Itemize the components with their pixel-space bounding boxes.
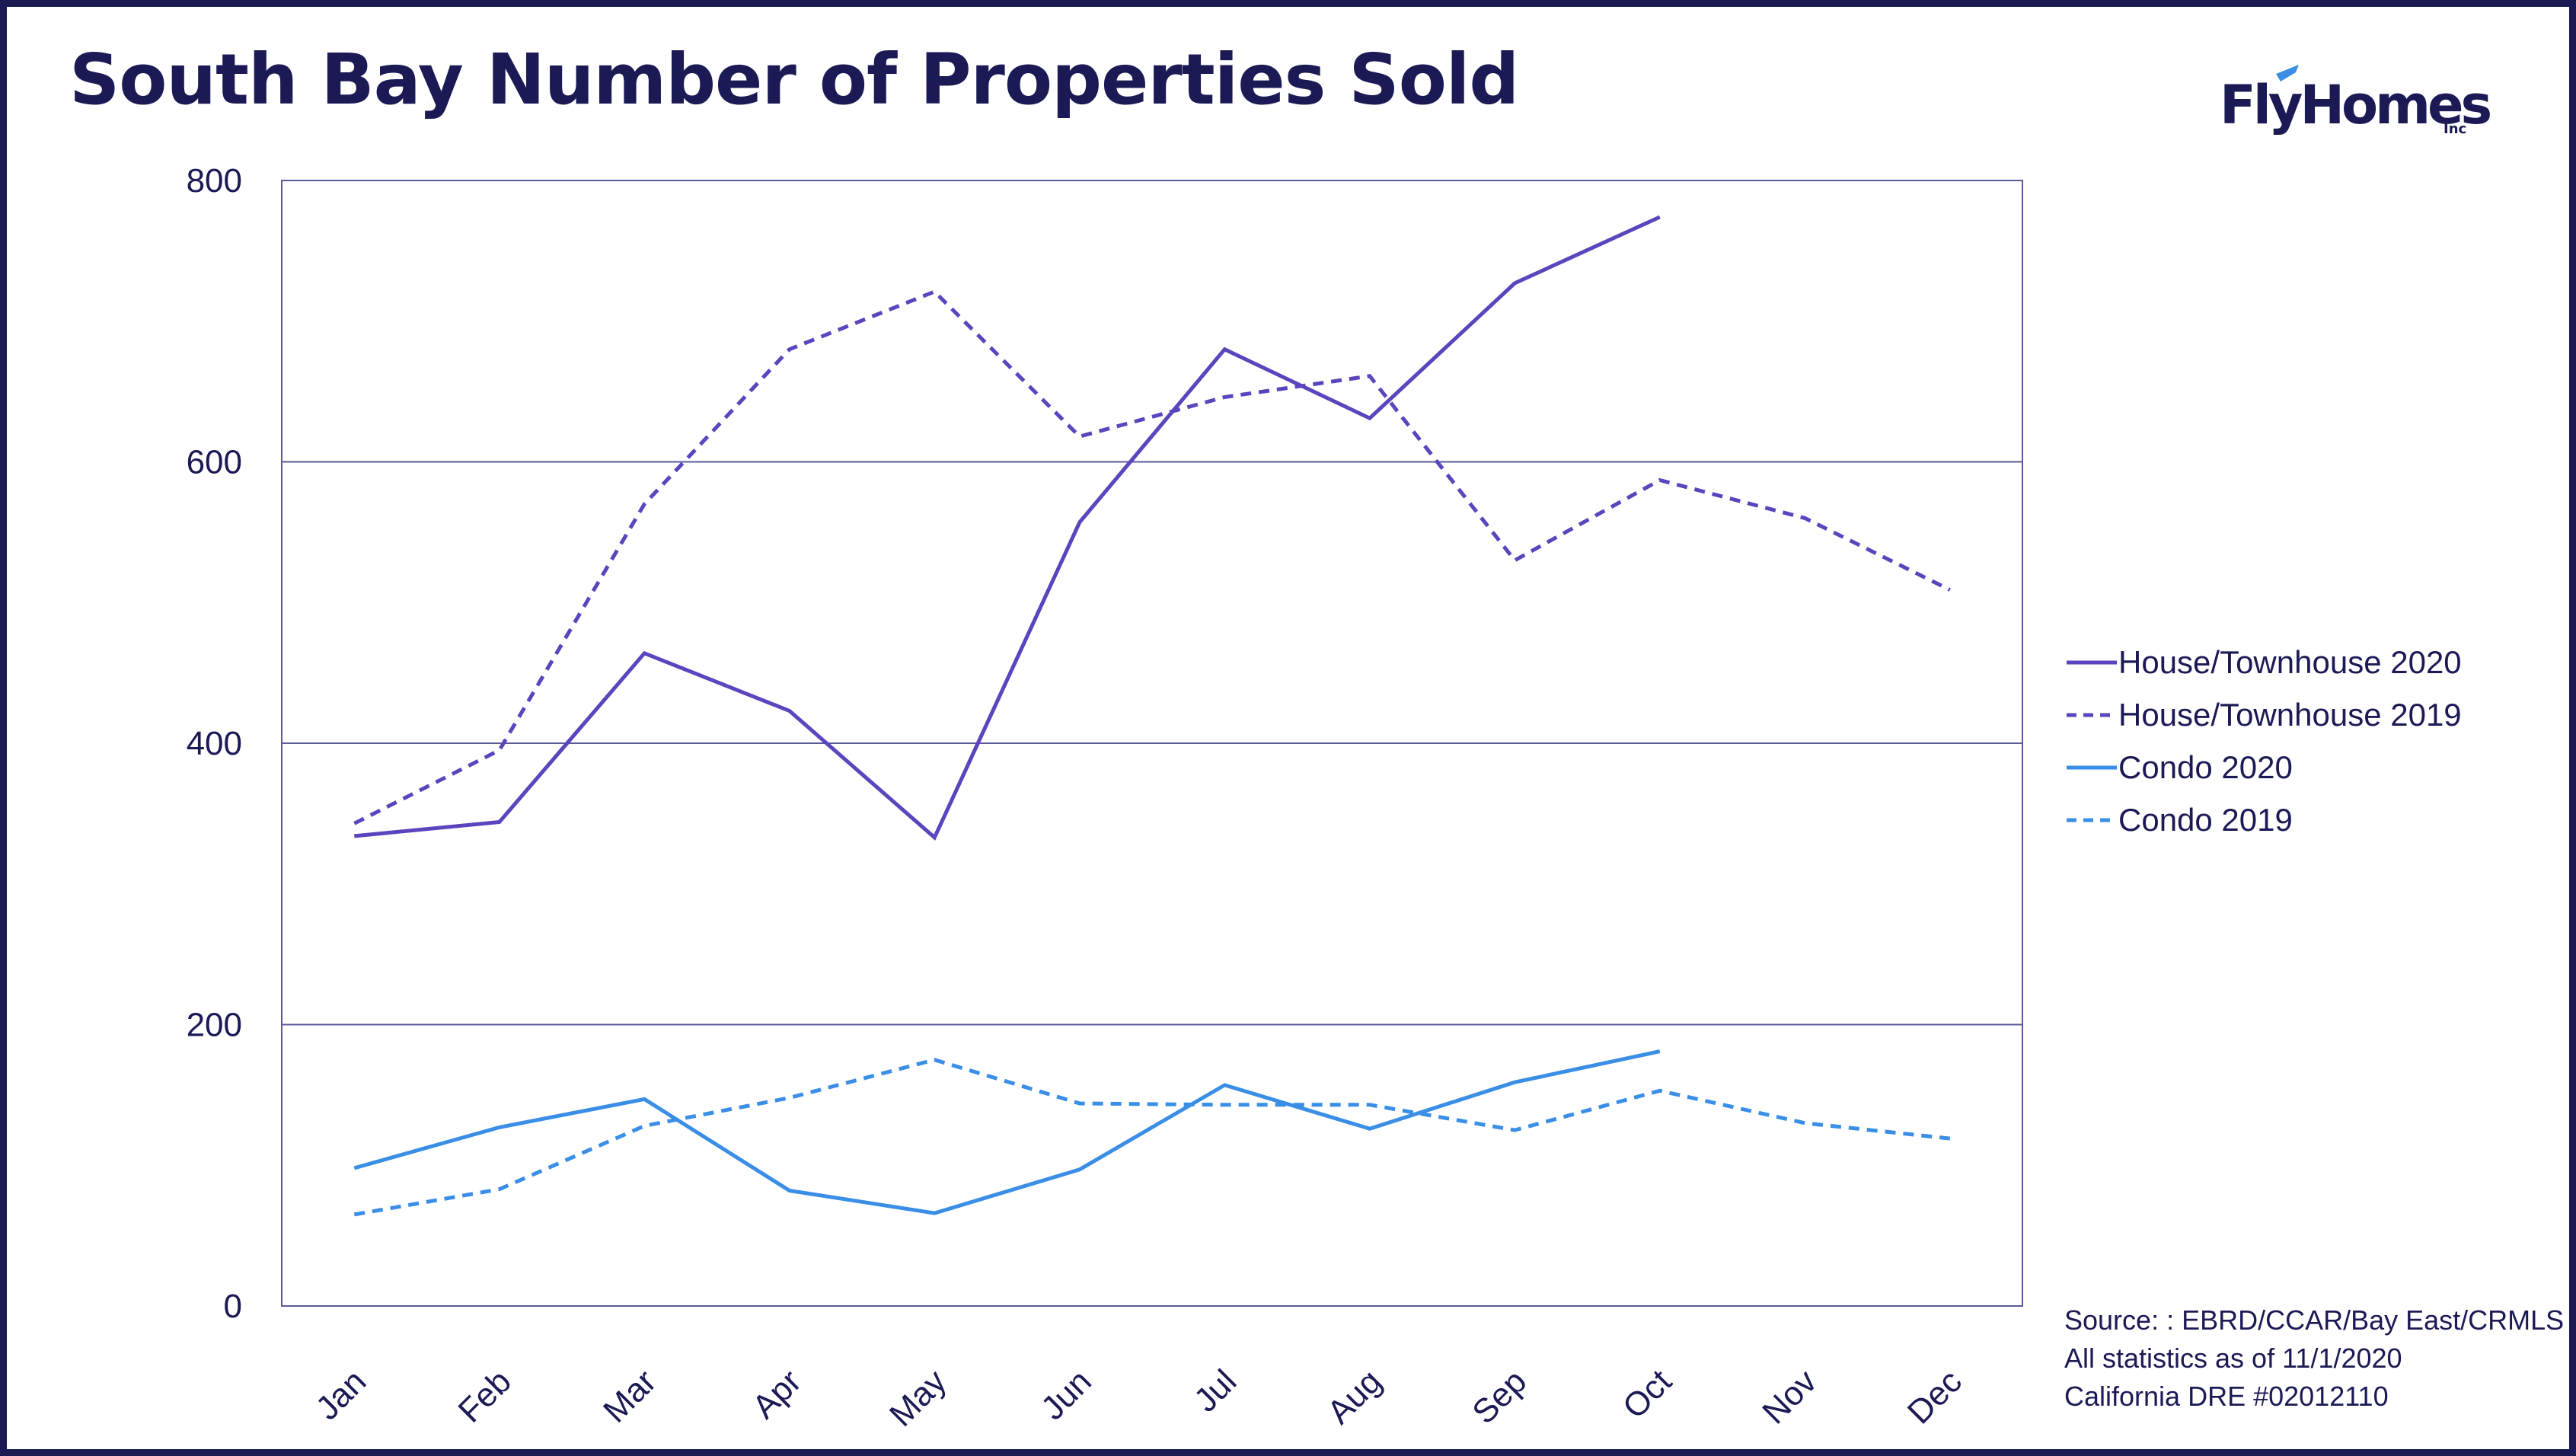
x-tick-label: Sep — [1465, 1362, 1534, 1431]
y-tick-label: 400 — [187, 725, 242, 762]
data-point — [497, 1187, 502, 1192]
data-point — [1077, 434, 1082, 439]
data-point — [1222, 395, 1227, 400]
flyhomes-logo: FlyHomes Inc — [2215, 60, 2492, 144]
x-tick-label: Nov — [1755, 1362, 1824, 1431]
x-axis-ticks: Jan Feb Mar Apr May Jun Jul Aug Sep Oct Nov Dec — [309, 1362, 1969, 1433]
data-point — [787, 347, 792, 352]
data-point — [1077, 1101, 1082, 1106]
data-point — [1658, 1088, 1662, 1093]
legend-label: Condo 2020 — [2118, 749, 2293, 785]
data-point — [787, 709, 792, 714]
data-point — [1802, 1121, 1807, 1126]
data-point — [1658, 1049, 1662, 1054]
y-tick-label: 600 — [187, 444, 242, 481]
grid-lines — [281, 180, 2023, 1307]
data-point — [787, 1096, 792, 1100]
source-note: Source: : EBRD/CCAR/Bay East/CRMLS All s… — [2064, 1301, 2564, 1416]
data-point — [787, 1189, 792, 1193]
data-point — [497, 819, 502, 824]
data-point — [1222, 347, 1227, 352]
data-point — [497, 748, 502, 752]
data-point — [1077, 1167, 1082, 1172]
data-point — [642, 1097, 646, 1101]
y-axis-ticks: 0 200 400 600 800 — [187, 162, 242, 1325]
data-point — [642, 502, 646, 506]
series-1 — [352, 289, 1952, 825]
chart-title: South Bay Number of Properties Sold — [69, 39, 1519, 120]
legend-label: House/Townhouse 2020 — [2118, 643, 2462, 680]
logo-suffix: Inc — [2444, 121, 2467, 137]
legend-item-condo-2020: Condo 2020 — [2067, 741, 2462, 793]
data-point — [932, 1211, 937, 1215]
y-tick-label: 800 — [187, 162, 242, 200]
data-point — [352, 1212, 356, 1217]
data-point — [352, 821, 356, 825]
data-point — [1368, 1103, 1372, 1107]
logo-flag-icon — [2276, 65, 2299, 81]
data-point — [1512, 1128, 1517, 1132]
legend-swatch-dashed-blue — [2067, 818, 2117, 822]
x-tick-label: Jun — [1034, 1362, 1099, 1427]
data-point — [1658, 215, 1662, 219]
data-point — [352, 834, 356, 838]
legend-label: House/Townhouse 2019 — [2118, 696, 2462, 733]
x-tick-label: Dec — [1901, 1362, 1969, 1431]
legend-swatch-dashed-purple — [2067, 713, 2117, 717]
data-point — [1948, 588, 1952, 592]
data-point — [1512, 1080, 1517, 1084]
x-tick-label: Apr — [745, 1362, 809, 1426]
data-point — [932, 835, 937, 840]
data-point — [1368, 1126, 1372, 1131]
legend-swatch-solid-purple — [2067, 660, 2117, 664]
data-point — [1368, 416, 1372, 420]
y-tick-label: 200 — [187, 1007, 242, 1044]
stats-date-line: All statistics as of 11/1/2020 — [2064, 1343, 2402, 1374]
line-chart: 0 200 400 600 800 Jan Feb Mar Apr May Jun Jul Aug Se… — [187, 162, 2023, 1434]
source-line: Source: : EBRD/CCAR/Bay East/CRMLS — [2064, 1304, 2565, 1336]
series-lines — [352, 215, 1952, 1217]
series-line — [353, 1058, 1951, 1217]
x-tick-label: Feb — [452, 1362, 519, 1429]
x-tick-label: Mar — [596, 1362, 663, 1429]
data-point — [1658, 478, 1662, 483]
data-point — [932, 1058, 937, 1062]
license-line: California DRE #02012110 — [2064, 1381, 2389, 1412]
legend-swatch-solid-blue — [2067, 765, 2117, 769]
x-tick-label: Aug — [1320, 1362, 1389, 1431]
y-tick-label: 0 — [224, 1288, 242, 1325]
series-line — [354, 215, 1661, 841]
data-point — [1222, 1103, 1227, 1107]
legend-item-house-2019: House/Townhouse 2019 — [2067, 688, 2462, 741]
data-point — [497, 1125, 502, 1129]
legend: House/Townhouse 2020 House/Townhouse 201… — [2067, 636, 2462, 846]
data-point — [642, 1124, 646, 1129]
series-line — [353, 1049, 1661, 1215]
data-point — [1802, 516, 1807, 520]
x-tick-label: Jul — [1187, 1362, 1243, 1419]
data-point — [1077, 520, 1082, 525]
data-point — [352, 1166, 356, 1170]
data-point — [1368, 374, 1372, 378]
x-tick-label: May — [883, 1362, 953, 1433]
series-0 — [352, 215, 1662, 841]
data-point — [1222, 1083, 1227, 1087]
data-point — [1512, 281, 1517, 286]
series-2 — [352, 1049, 1662, 1215]
x-tick-label: Oct — [1616, 1362, 1679, 1426]
logo-wordmark: FlyHomes — [2220, 74, 2492, 136]
legend-item-house-2020: House/Townhouse 2020 — [2067, 636, 2462, 688]
data-point — [642, 651, 646, 656]
legend-label: Condo 2019 — [2118, 801, 2293, 838]
legend-item-condo-2019: Condo 2019 — [2067, 793, 2462, 846]
x-tick-label: Jan — [309, 1362, 374, 1427]
series-line — [353, 289, 1951, 825]
data-point — [1512, 558, 1517, 563]
data-point — [932, 289, 937, 294]
data-point — [1948, 1136, 1952, 1141]
series-3 — [352, 1058, 1952, 1217]
